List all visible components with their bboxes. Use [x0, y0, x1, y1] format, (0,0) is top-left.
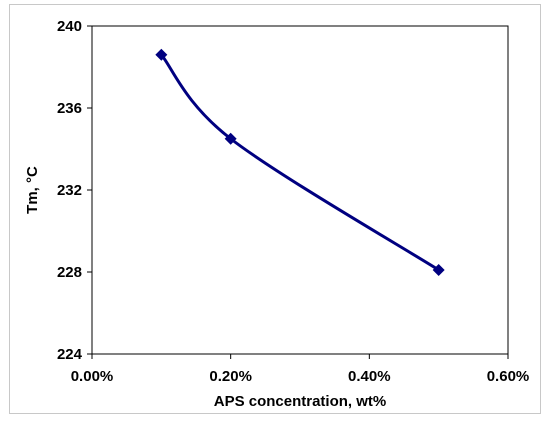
x-axis: 0.00% 0.20% 0.40% 0.60%: [71, 354, 530, 385]
y-tick-label: 232: [57, 182, 82, 199]
y-tick-label: 224: [57, 346, 83, 363]
plot-area: [91, 25, 509, 355]
x-tick-label: 0.60%: [487, 368, 530, 385]
x-tick-label: 0.20%: [209, 368, 252, 385]
y-tick-label: 240: [57, 18, 82, 35]
data-point: [155, 48, 168, 61]
y-axis-label: Tm, °C: [24, 166, 41, 214]
x-tick-label: 0.00%: [71, 368, 114, 385]
series-line: [160, 53, 440, 272]
y-axis: 224 228 232 236 240: [57, 18, 92, 363]
x-axis-label: APS concentration, wt%: [214, 393, 387, 410]
chart-frame: [9, 4, 541, 414]
data-point: [224, 132, 237, 145]
y-tick-label: 236: [57, 100, 82, 117]
data-point: [432, 263, 445, 276]
series-markers: [155, 48, 445, 276]
x-tick-label: 0.40%: [348, 368, 391, 385]
y-tick-label: 228: [57, 264, 82, 281]
